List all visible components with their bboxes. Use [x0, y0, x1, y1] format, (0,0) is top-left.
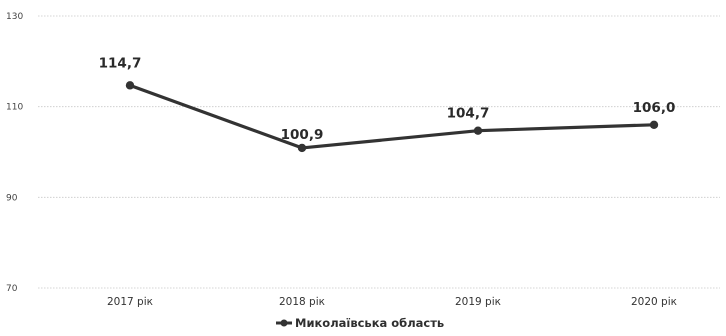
x-tick-label: 2017 рік: [107, 296, 153, 308]
y-tick-label: 130: [6, 12, 23, 22]
data-point: [125, 81, 135, 90]
grid: [38, 15, 720, 289]
legend: Миколаївська область: [276, 316, 444, 330]
data-label: 114,7: [99, 55, 142, 71]
x-axis: 2017 рік 2018 рік 2019 рік 2020 рік: [107, 296, 677, 308]
y-tick-label: 90: [6, 193, 18, 203]
x-tick-label: 2019 рік: [455, 296, 501, 308]
series-layer: [125, 81, 659, 153]
data-label: 104,7: [447, 106, 490, 122]
legend-marker-icon: [280, 319, 288, 327]
x-tick-label: 2018 рік: [279, 296, 325, 308]
data-label: 100,9: [281, 127, 324, 143]
data-point: [649, 120, 659, 129]
y-tick-label: 110: [6, 103, 23, 113]
series-line: [128, 83, 656, 150]
data-point: [297, 143, 307, 153]
data-label: 106,0: [633, 100, 676, 116]
data-labels: 114,7 100,9 104,7 106,0: [99, 55, 676, 143]
y-tick-label: 70: [6, 284, 18, 294]
data-point: [473, 126, 483, 135]
legend-label: Миколаївська область: [295, 316, 444, 330]
y-axis: 70 90 110 130: [6, 12, 23, 294]
x-tick-label: 2020 рік: [631, 296, 677, 308]
